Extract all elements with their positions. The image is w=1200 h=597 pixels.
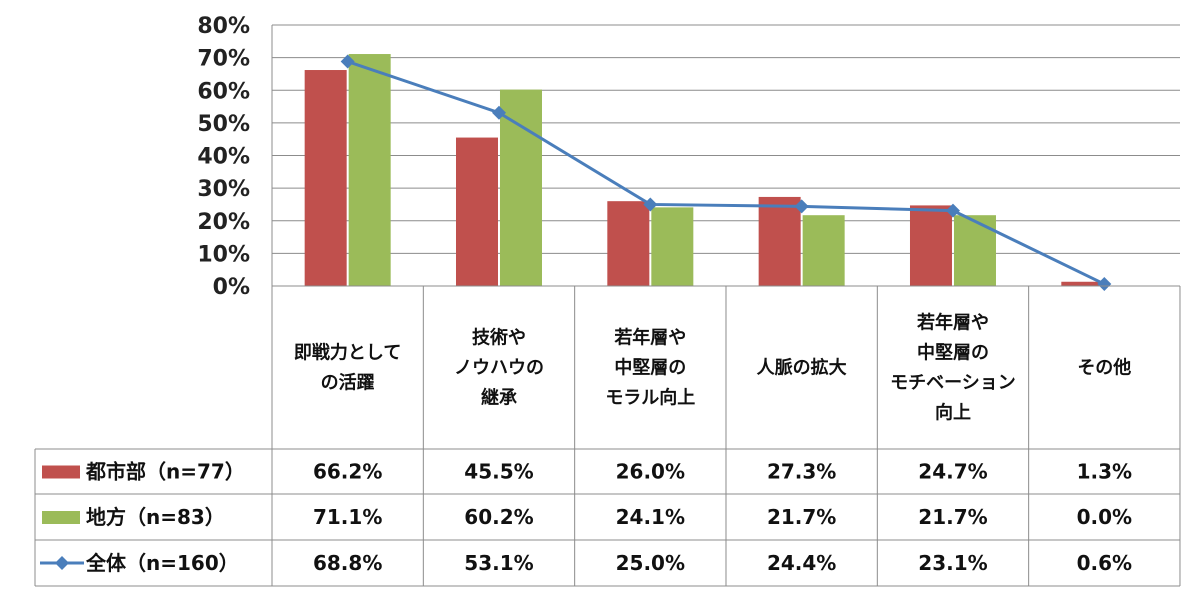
table-cell: 24.4% [767,551,836,575]
table-cell: 21.7% [918,505,987,529]
table-cell: 66.2% [313,460,382,484]
y-tick-label: 10% [197,242,250,267]
bar-urban [304,70,347,287]
table-cell: 1.3% [1077,460,1132,484]
bar-rural [802,215,845,286]
category-label: 即戦力として [294,342,401,364]
table-cell: 27.3% [767,460,836,484]
line-point [945,203,960,218]
category-label: 若年層や [613,327,686,349]
table-cell: 0.6% [1077,551,1132,575]
category-label: その他 [1077,357,1131,379]
category-label: 人脈の拡大 [757,357,847,379]
bar-rural [499,89,542,286]
category-label: 技術や [472,327,526,349]
table-cell: 0.0% [1077,505,1132,529]
y-tick-label: 30% [197,177,250,202]
y-tick-label: 80% [197,14,250,39]
category-label: 向上 [935,402,971,424]
table-cell: 25.0% [616,551,685,575]
y-tick-label: 50% [197,112,250,137]
table-cell: 53.1% [464,551,533,575]
legend-swatch [42,511,80,524]
bar-urban [607,201,650,286]
y-tick-label: 70% [197,47,250,72]
legend-marker [55,556,69,570]
y-tick-label: 40% [197,145,250,170]
category-label: モチベーション [890,373,1016,394]
y-tick-label: 20% [197,210,250,235]
table-cell: 26.0% [616,460,685,484]
category-label: モラル向上 [605,387,695,409]
bar-rural [348,54,391,286]
line-point [491,105,506,120]
line-point [340,54,355,69]
legend-label: 都市部（n=77） [85,460,245,484]
line-point [794,199,809,214]
bar-urban [909,205,952,286]
bar-urban [1061,281,1104,286]
category-label: ノウハウの [454,358,544,379]
category-label: 若年層や [916,312,989,334]
table-cell: 60.2% [464,505,533,529]
legend-swatch [42,465,80,479]
table-cell: 71.1% [313,505,382,529]
table-cell: 45.5% [464,460,533,484]
line-point [643,197,658,212]
table-cell: 24.7% [918,460,987,484]
legend-label: 全体（n=160） [85,551,239,575]
legend-label: 地方（n=83） [86,505,225,529]
table-cell: 24.1% [616,505,685,529]
category-label: 中堅層の [917,342,989,364]
bar-urban [455,137,498,286]
bar-urban [758,196,801,286]
y-tick-label: 0% [213,275,250,300]
line-point [1097,277,1112,292]
category-label: 中堅層の [614,357,686,379]
line-total [347,60,1105,286]
category-label: の活躍 [321,372,375,394]
category-label: 継承 [481,387,518,409]
bar-rural [953,215,996,286]
table-cell: 21.7% [767,505,836,529]
table-cell: 23.1% [918,551,987,575]
bar-rural [651,207,694,286]
table-cell: 68.8% [313,551,382,575]
y-tick-label: 60% [197,79,250,104]
